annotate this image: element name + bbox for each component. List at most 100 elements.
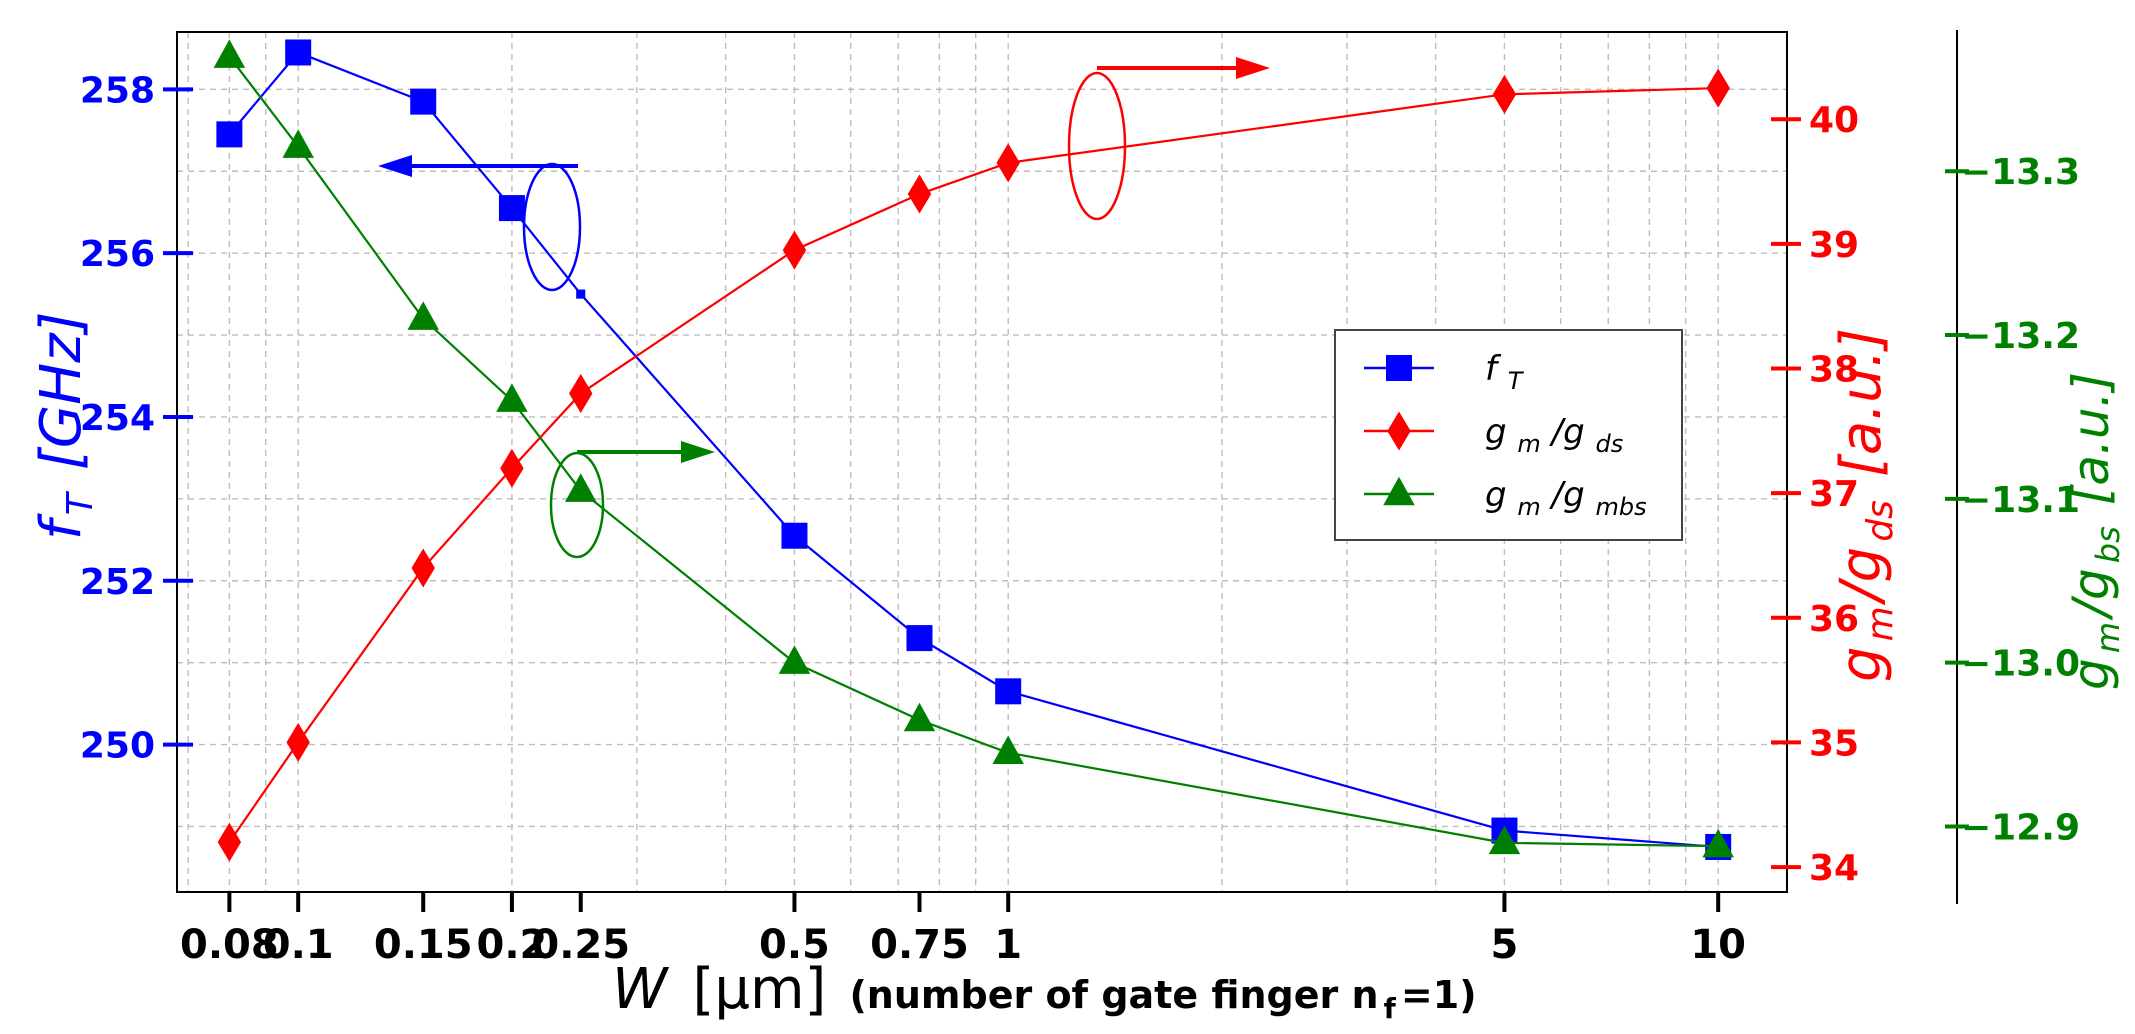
- x-tick-label: 0.25: [531, 922, 630, 968]
- arrow-head: [378, 155, 412, 177]
- right2-axis-label-mid: /g: [2062, 568, 2120, 621]
- point-gm-gds: [217, 822, 242, 862]
- x-axis-note: (number of gate finger n: [849, 973, 1378, 1017]
- right2-tick-label: −13.3: [1961, 152, 2080, 193]
- legend-markers: [1364, 355, 1434, 506]
- left-tick-label: 256: [80, 234, 155, 275]
- legend-marker-gm-gmbs: [1383, 476, 1415, 506]
- legend-gmgds-main: g: [1485, 412, 1507, 452]
- annotation-ellipse-gmgds: [1067, 71, 1127, 221]
- point-gm-gds: [1706, 68, 1730, 108]
- left-axis-label-unit: [GHz]: [29, 312, 94, 471]
- point-gm-gmbs: [496, 383, 528, 412]
- legend-gmgmbs-mid: /g: [1549, 475, 1585, 515]
- right-axis-label: g m /g ds [a.u.]: [1829, 328, 1901, 682]
- right2-axis-label-unit: [a.u.]: [2062, 372, 2120, 505]
- point-ft: [995, 678, 1022, 705]
- right-tick-label: 40: [1809, 100, 1859, 141]
- legend-ft-sub: T: [1508, 367, 1525, 395]
- point-ft: [216, 121, 243, 148]
- right-tick-label: 34: [1809, 848, 1859, 889]
- point-gm-gmbs: [213, 39, 246, 68]
- right-tick-label: 38: [1809, 350, 1859, 391]
- right2-axis-label-sub1: m: [2089, 622, 2127, 653]
- point-gm-gds: [782, 230, 807, 270]
- right2-axis-label-main: g: [2062, 658, 2120, 690]
- right-tick-label: 36: [1809, 599, 1859, 640]
- x-tick-label: 5: [1491, 922, 1519, 968]
- x-axis-note-end: =1): [1401, 973, 1477, 1017]
- legend-marker-ft: [1386, 355, 1412, 381]
- arrow-head: [681, 441, 715, 463]
- right2-tick-label: −13.2: [1961, 316, 2080, 357]
- left-axis-label-sub: T: [60, 490, 101, 515]
- right-axis-label-main: g: [1829, 646, 1894, 682]
- x-tick-label: 0.08: [180, 922, 279, 968]
- point-ft: [906, 625, 933, 652]
- point-gm-gds: [411, 548, 435, 588]
- right-tick-label: 37: [1809, 474, 1859, 515]
- legend-gmgmbs-sub2: mbs: [1595, 493, 1646, 521]
- legend-label-ft: f T: [1485, 349, 1525, 395]
- annotations: [378, 57, 1270, 559]
- x-axis-label-unit: [μm]: [692, 957, 826, 1022]
- point-ft: [781, 522, 808, 549]
- legend-label-gmgds: g m /g ds: [1485, 412, 1623, 461]
- x-tick-label: 0.2: [476, 922, 547, 968]
- left-tick-label: 250: [80, 726, 155, 767]
- point-ft: [498, 195, 525, 222]
- left-tick-label: 254: [80, 398, 155, 439]
- point-ft: [285, 39, 312, 66]
- right-axis-label-sub2: ds: [1860, 500, 1901, 542]
- legend-gmgmbs-main: g: [1485, 475, 1507, 515]
- legend-marker-gm-gds: [1387, 411, 1411, 451]
- left-tick-label: 252: [80, 562, 155, 603]
- point-gm-gds: [907, 174, 932, 214]
- legend-label-gmgmbs: g m /g mbs: [1485, 475, 1647, 524]
- right2-tick-label: −13.1: [1961, 480, 2080, 521]
- legend-gmgds-sub2: ds: [1595, 430, 1623, 458]
- axes: 0.080.1 0.15 0.20.25 0.5 0.75 1 5 10 250 252 254 25…: [80, 30, 2080, 968]
- x-tick-label: 10: [1690, 922, 1746, 968]
- point-gm-gds: [500, 448, 524, 488]
- x-axis-label: W [μm] (number of gate finger n f =1): [612, 957, 1477, 1025]
- x-tick-label: 0.15: [374, 922, 473, 968]
- point-gm-gds: [996, 143, 1020, 183]
- point-gm-gmbs: [407, 301, 439, 330]
- x-tick-label: 0.1: [263, 922, 334, 968]
- grid: [177, 32, 1787, 892]
- series-line-gm-gmbs: [228, 55, 1719, 848]
- right-axis-label-sub1: m: [1860, 606, 1901, 641]
- legend: f T g m /g ds g m /g mbs: [1334, 329, 1683, 541]
- arrow-head: [1236, 57, 1270, 79]
- point-gm-gmbs: [282, 129, 314, 158]
- right2-axis-label: g m /g bs [a.u.]: [2062, 372, 2127, 690]
- point-gm-gds: [569, 373, 593, 413]
- point-gm-gmbs: [1702, 828, 1734, 858]
- left-tick-label: 258: [80, 70, 155, 111]
- right-tick-label: 35: [1809, 723, 1859, 764]
- right2-axis-label-sub2: bs: [2089, 526, 2127, 563]
- point-gm-gmbs: [564, 473, 597, 502]
- right-axis-label-unit: [a.u.]: [1829, 328, 1894, 477]
- legend-gmgds-sub1: m: [1517, 430, 1540, 458]
- point-gm-gds: [286, 722, 310, 762]
- point-gm-gmbs: [1488, 825, 1521, 855]
- x-tick-label: 0.5: [759, 922, 830, 968]
- plot-frame: [176, 31, 1788, 893]
- series-line-ft: [228, 51, 1719, 849]
- right2-tick-label: −12.9: [1961, 807, 2080, 848]
- point-gm-gmbs: [903, 702, 936, 732]
- x-tick-label: 1: [994, 922, 1022, 968]
- legend-ft-main: f: [1485, 349, 1502, 389]
- point-gm-gds: [1492, 74, 1517, 114]
- series: [213, 39, 1734, 862]
- point-gm-gmbs: [992, 735, 1024, 765]
- x-axis-note-sub: f: [1384, 992, 1397, 1025]
- series-line-gm-gds: [228, 86, 1719, 843]
- right-tick-label: 39: [1809, 225, 1859, 266]
- legend-gmgmbs-sub1: m: [1517, 493, 1540, 521]
- point-ft: [576, 289, 586, 299]
- legend-gmgds-mid: /g: [1549, 412, 1585, 452]
